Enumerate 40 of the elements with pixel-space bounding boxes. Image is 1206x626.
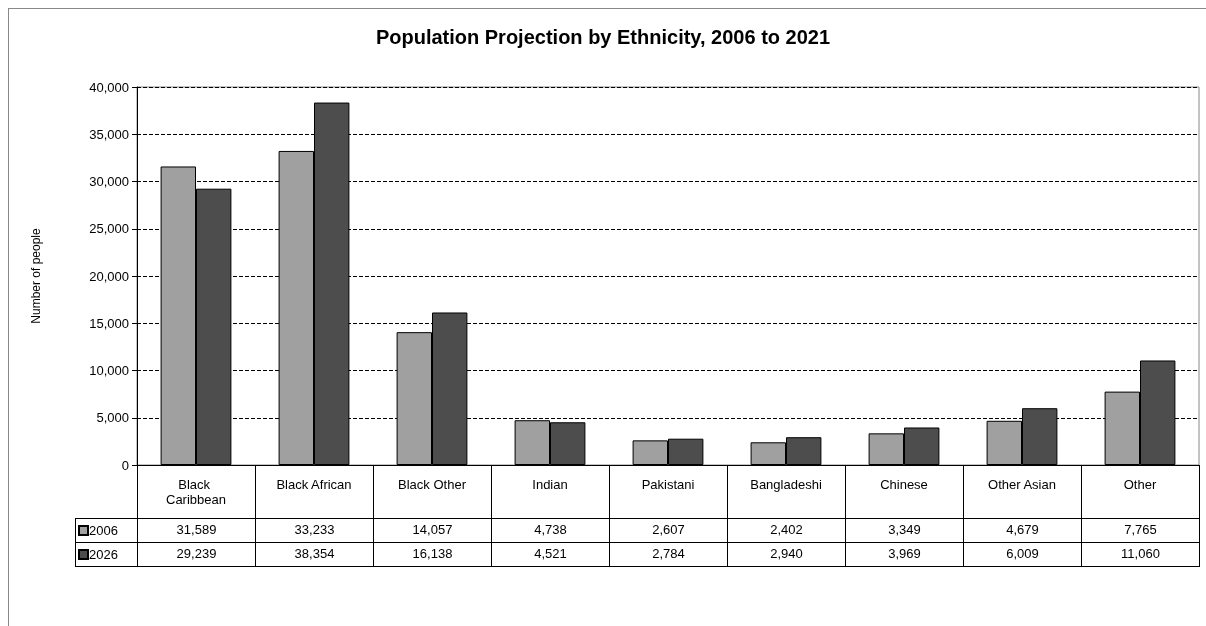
data-label: 14,057 xyxy=(373,518,492,543)
y-tick-label: 30,000 xyxy=(89,174,129,189)
y-tick-label: 10,000 xyxy=(89,363,129,378)
y-tick-label: 0 xyxy=(121,457,129,473)
x-tick-label: Black Other xyxy=(398,477,467,492)
x-tick-label: Black African xyxy=(276,477,352,492)
data-label: 2,940 xyxy=(727,542,846,567)
data-label: 3,349 xyxy=(845,518,964,543)
x-tick-label: Black Caribbean xyxy=(166,477,226,507)
data-label: 33,233 xyxy=(255,518,374,543)
data-label: 11,060 xyxy=(1081,542,1200,567)
y-tick-label: 40,000 xyxy=(89,79,129,95)
x-tick-label: Pakistani xyxy=(641,477,695,492)
legend-label: 2026 xyxy=(89,547,118,562)
y-tick-label: 15,000 xyxy=(89,315,129,331)
data-label: 4,679 xyxy=(963,518,1082,543)
x-tick-label: Other Asian xyxy=(988,477,1056,492)
x-tick-label: Bangladeshi xyxy=(750,477,822,492)
x-tick-label: Indian xyxy=(532,477,568,492)
data-label: 4,738 xyxy=(491,518,610,543)
y-tick-label: 5,000 xyxy=(96,410,129,426)
y-tick-label: 20,000 xyxy=(89,268,129,284)
y-tick-label: 25,000 xyxy=(89,221,129,237)
data-label: 7,765 xyxy=(1081,518,1200,543)
legend-label: 2006 xyxy=(89,523,118,538)
data-label: 31,589 xyxy=(137,518,256,543)
data-label: 38,354 xyxy=(255,542,374,567)
data-label: 2,402 xyxy=(727,518,846,543)
chart-title: Population Projection by Ethnicity, 2006 to 2021 xyxy=(375,26,831,48)
data-label: 2,607 xyxy=(609,518,728,543)
data-label: 4,521 xyxy=(491,542,610,567)
y-axis-title: Number of people xyxy=(29,227,43,324)
x-tick-label: Chinese xyxy=(880,477,928,492)
data-label: 16,138 xyxy=(373,542,492,567)
x-tick-label: Other xyxy=(1123,477,1157,492)
data-label: 3,969 xyxy=(845,542,964,567)
data-label: 6,009 xyxy=(963,542,1082,567)
data-label: 2,784 xyxy=(609,542,728,567)
data-label: 29,239 xyxy=(137,542,256,567)
y-tick-label: 35,000 xyxy=(89,126,129,142)
